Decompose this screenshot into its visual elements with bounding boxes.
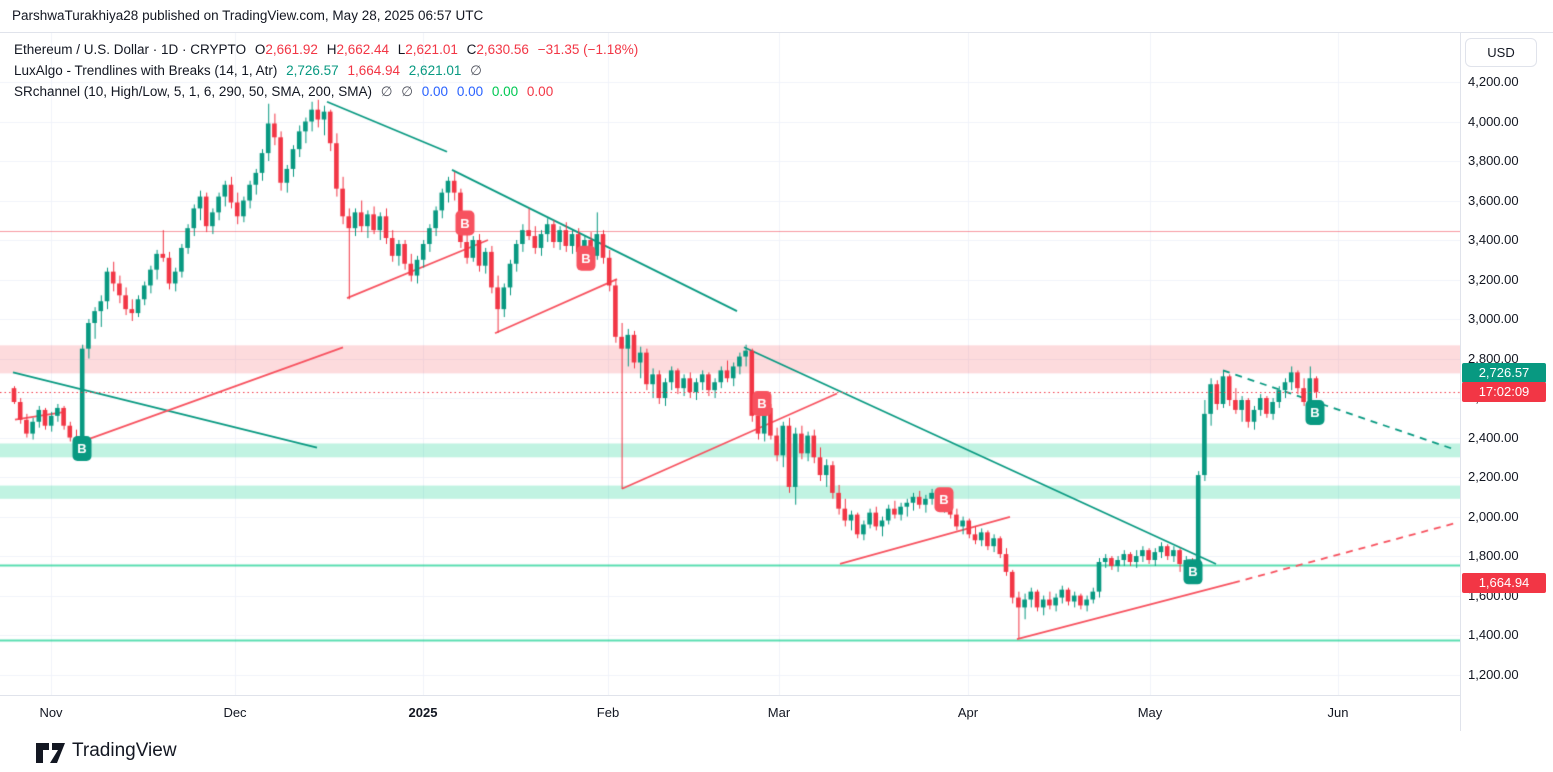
time-axis-label-feb: Feb [596,705,620,720]
time-axis-label-2025: 2025 [408,705,438,720]
publication-bar: ParshwaTurakhiya28 published on TradingV… [0,0,1553,32]
price-axis-label-1200: 1,200.00 [1468,666,1519,682]
luxalgo-lower-value: 1,664.94 [347,63,401,78]
ohlc-open-value: 2,661.92 [265,42,318,57]
price-axis-label-3800: 3,800.00 [1468,153,1519,168]
time-axis-label-dec: Dec [223,705,247,720]
price-axis-label-3200: 3,200.00 [1468,271,1519,287]
time-axis-label-may: May [1137,705,1163,720]
symbol-title[interactable]: Ethereum / U.S. Dollar · 1D · CRYPTO [14,42,247,57]
srchannel-value-1: ∅ [380,84,393,99]
luxalgo-empty-value: ∅ [470,63,482,78]
price-axis-label-2400: 2,400.00 [1468,429,1519,445]
price-axis-label-1400: 1,400.00 [1468,627,1519,643]
luxalgo-title[interactable]: LuxAlgo - Trendlines with Breaks (14, 1,… [14,63,278,78]
price-axis-label-4200: 4,200.00 [1468,74,1519,89]
time-axis-label-jun: Jun [1327,705,1349,720]
price-axis-label-2000: 2,000.00 [1468,508,1519,524]
time-axis-label-mar: Mar [767,705,791,720]
chart-canvas[interactable] [0,33,1460,696]
srchannel-value-2: ∅ [401,84,414,99]
srchannel-title[interactable]: SRchannel (10, High/Low, 5, 1, 6, 290, 5… [14,84,372,99]
ohlc-close-label: C [466,42,477,57]
publication-text: ParshwaTurakhiya28 published on TradingV… [12,8,484,23]
ohlc-close-value: 2,630.56 [476,42,529,57]
change-value: −31.35 (−1.18%) [537,42,639,57]
footer-bar: TradingView [0,731,1553,772]
tradingview-logo-icon[interactable] [36,739,66,763]
time-axis[interactable]: Nov Dec 2025 Feb Mar Apr May Jun [0,695,1460,731]
ohlc-high-value: 2,662.44 [336,42,389,57]
time-axis-label-nov: Nov [39,705,63,720]
chart-legend: Ethereum / U.S. Dollar · 1D · CRYPTO O2,… [14,39,643,102]
ohlc-high-label: H [326,42,337,57]
srchannel-value-4: 0.00 [456,84,484,99]
upper-trendline-price-tag: 2,726.57 [1462,363,1546,384]
luxalgo-mid-value: 2,621.01 [408,63,462,78]
srchannel-value-3: 0.00 [421,84,449,99]
lower-trendline-price-tag: 1,664.94 [1462,572,1546,593]
chart-pane: Ethereum / U.S. Dollar · 1D · CRYPTO O2,… [0,32,1460,696]
srchannel-value-5: 0.00 [491,84,519,99]
price-axis-label-1800: 1,800.00 [1468,548,1519,564]
price-axis-label-2200: 2,200.00 [1468,469,1519,485]
legend-luxalgo-row[interactable]: LuxAlgo - Trendlines with Breaks (14, 1,… [14,60,643,81]
srchannel-value-6: 0.00 [526,84,554,99]
ohlc-low-label: L [397,42,406,57]
legend-srchannel-row[interactable]: SRchannel (10, High/Low, 5, 1, 6, 290, 5… [14,81,643,102]
ohlc-low-value: 2,621.01 [405,42,458,57]
legend-symbol-row[interactable]: Ethereum / U.S. Dollar · 1D · CRYPTO O2,… [14,39,643,60]
ohlc-open-label: O [254,42,266,57]
currency-toggle-button[interactable]: USD [1465,38,1537,67]
price-axis-label-3600: 3,600.00 [1468,192,1519,208]
price-axis-label-4000: 4,000.00 [1468,113,1519,129]
axis-corner [1460,695,1553,731]
luxalgo-upper-value: 2,726.57 [286,63,339,78]
price-axis[interactable]: USD 4,200.00 4,000.00 3,800.00 3,600.00 3,40… [1460,32,1553,695]
countdown-price-tag: 17:02:09 [1462,382,1546,402]
tradingview-brand-text[interactable]: TradingView [72,740,177,761]
time-axis-label-apr: Apr [957,705,979,720]
price-axis-label-3400: 3,400.00 [1468,232,1519,248]
price-axis-label-3000: 3,000.00 [1468,311,1519,327]
price-axis-label-2800: 2,800.00 [1468,350,1519,366]
